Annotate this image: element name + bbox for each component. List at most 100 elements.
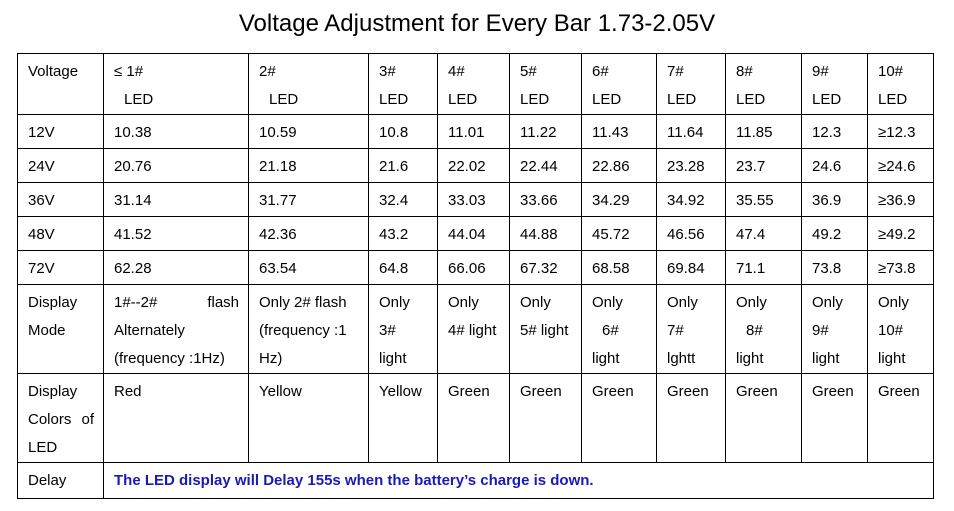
header-cell: 5# LED	[509, 53, 582, 115]
table-cell: 68.58	[581, 250, 657, 285]
header-label: Voltage	[17, 53, 104, 115]
row-label: 48V	[17, 216, 104, 251]
table-cell: 11.01	[437, 114, 510, 149]
table-cell: 11.64	[656, 114, 726, 149]
delay-note: The LED display will Delay 155s when the…	[103, 462, 934, 499]
table-cell: 31.77	[248, 182, 369, 217]
table-cell: 44.04	[437, 216, 510, 251]
voltage-table: Voltage ≤ 1# LED 2# LED 3# LED 4# LED 5# LED …	[17, 53, 934, 499]
table-cell: 10.59	[248, 114, 369, 149]
header-row: Voltage ≤ 1# LED 2# LED 3# LED 4# LED 5# LED …	[17, 53, 934, 115]
row-label: 36V	[17, 182, 104, 217]
table-cell: 11.85	[725, 114, 802, 149]
header-cell: 2# LED	[248, 53, 369, 115]
table-cell: ≥49.2	[867, 216, 934, 251]
table-cell: Green	[581, 373, 657, 463]
table-row: 12V 10.38 10.59 10.8 11.01 11.22 11.43 11.64 11.…	[17, 114, 934, 149]
table-row: 24V 20.76 21.18 21.6 22.02 22.44 22.86 23.28 23.…	[17, 148, 934, 183]
table-cell: 49.2	[801, 216, 868, 251]
table-cell: 63.54	[248, 250, 369, 285]
table-cell: Yellow	[248, 373, 369, 463]
table-cell: Only 5# light	[509, 284, 582, 374]
table-row: 36V 31.14 31.77 32.4 33.03 33.66 34.29 34.92 35.…	[17, 182, 934, 217]
table-cell: 12.3	[801, 114, 868, 149]
row-label: Delay	[17, 462, 104, 499]
table-cell: Green	[867, 373, 934, 463]
table-cell: 42.36	[248, 216, 369, 251]
table-cell: ≥73.8	[867, 250, 934, 285]
table-cell: 71.1	[725, 250, 802, 285]
header-cell: 4# LED	[437, 53, 510, 115]
row-label: Display Colors of LED	[17, 373, 104, 463]
table-cell: 32.4	[368, 182, 438, 217]
table-cell: 66.06	[437, 250, 510, 285]
table-cell: 41.52	[103, 216, 249, 251]
table-cell: Only 3# light	[368, 284, 438, 374]
header-cell: ≤ 1# LED	[103, 53, 249, 115]
table-cell: 62.28	[103, 250, 249, 285]
header-cell: 10# LED	[867, 53, 934, 115]
table-cell: 36.9	[801, 182, 868, 217]
table-cell: 1#--2# flash Alternately (frequency :1Hz)	[103, 284, 249, 374]
table-cell: 47.4	[725, 216, 802, 251]
table-cell: 45.72	[581, 216, 657, 251]
table-cell: 23.28	[656, 148, 726, 183]
table-cell: 31.14	[103, 182, 249, 217]
table-row: 72V 62.28 63.54 64.8 66.06 67.32 68.58 69.84 71.…	[17, 250, 934, 285]
table-cell: Yellow	[368, 373, 438, 463]
table-cell: 34.92	[656, 182, 726, 217]
table-cell: 43.2	[368, 216, 438, 251]
page-title: Voltage Adjustment for Every Bar 1.73-2.…	[238, 10, 716, 37]
table-cell: 22.44	[509, 148, 582, 183]
table-cell: 22.02	[437, 148, 510, 183]
header-cell: 8# LED	[725, 53, 802, 115]
table-cell: 73.8	[801, 250, 868, 285]
header-cell: 9# LED	[801, 53, 868, 115]
header-cell: 7# LED	[656, 53, 726, 115]
table-cell: 67.32	[509, 250, 582, 285]
table-cell: 44.88	[509, 216, 582, 251]
delay-row: Delay The LED display will Delay 155s wh…	[17, 462, 934, 499]
table-cell: 20.76	[103, 148, 249, 183]
table-cell: 46.56	[656, 216, 726, 251]
table-cell: 64.8	[368, 250, 438, 285]
table-cell: 33.66	[509, 182, 582, 217]
table-cell: Green	[801, 373, 868, 463]
table-cell: Only 6# light	[581, 284, 657, 374]
display-colors-row: Display Colors of LED Red Yellow Yellow G…	[17, 373, 934, 463]
table-cell: 10.8	[368, 114, 438, 149]
table-cell: Green	[725, 373, 802, 463]
table-row: 48V 41.52 42.36 43.2 44.04 44.88 45.72 46.56 47.…	[17, 216, 934, 251]
table-cell: Only 4# light	[437, 284, 510, 374]
table-cell: Only 2# flash (frequency :1 Hz)	[248, 284, 369, 374]
table-cell: ≥36.9	[867, 182, 934, 217]
table-cell: 34.29	[581, 182, 657, 217]
table-cell: Green	[656, 373, 726, 463]
table-cell: 11.43	[581, 114, 657, 149]
table-cell: 21.18	[248, 148, 369, 183]
header-cell: 6# LED	[581, 53, 657, 115]
table-cell: Green	[437, 373, 510, 463]
table-cell: 33.03	[437, 182, 510, 217]
table-cell: Red	[103, 373, 249, 463]
table-cell: ≥12.3	[867, 114, 934, 149]
row-label: 12V	[17, 114, 104, 149]
table-cell: 69.84	[656, 250, 726, 285]
table-cell: Only 10# light	[867, 284, 934, 374]
row-label: 24V	[17, 148, 104, 183]
display-mode-row: Display Mode 1#--2# flash Alternately (freq…	[17, 284, 934, 374]
table-cell: 21.6	[368, 148, 438, 183]
table-cell: ≥24.6	[867, 148, 934, 183]
header-cell: 3# LED	[368, 53, 438, 115]
table-cell: Only 8# light	[725, 284, 802, 374]
table-cell: 10.38	[103, 114, 249, 149]
table-cell: Only 7# lghtt	[656, 284, 726, 374]
table-cell: Green	[509, 373, 582, 463]
table-cell: 35.55	[725, 182, 802, 217]
table-cell: 24.6	[801, 148, 868, 183]
row-label: Display Mode	[17, 284, 104, 374]
table-cell: 22.86	[581, 148, 657, 183]
row-label: 72V	[17, 250, 104, 285]
table-cell: Only 9# light	[801, 284, 868, 374]
table-cell: 23.7	[725, 148, 802, 183]
